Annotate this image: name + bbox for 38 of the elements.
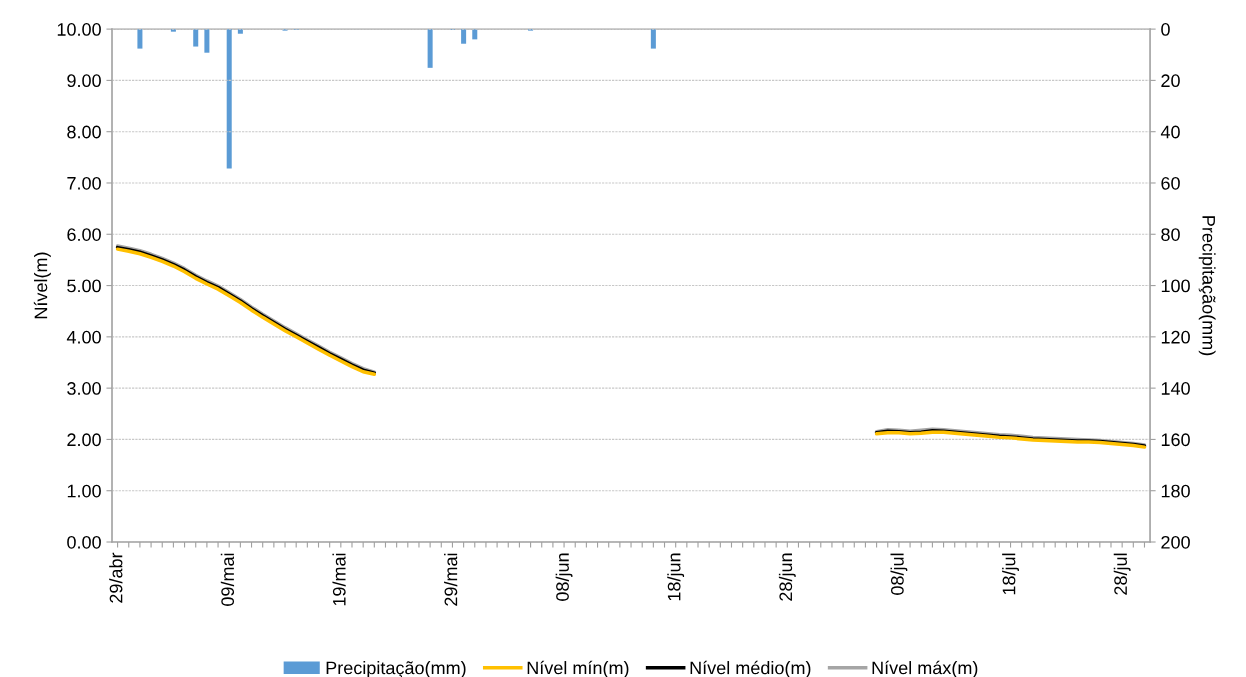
y2-tick-label: 80	[1161, 228, 1180, 241]
y-tick-label: 9.00	[67, 74, 101, 88]
x-tick-label: 29/abr	[109, 552, 123, 603]
legend-label: Nível médio(m)	[690, 660, 811, 677]
y-tick-label: 7.00	[67, 176, 101, 190]
x-tick-label: 28/jul	[1113, 553, 1131, 595]
x-tick-label: 18/jun	[667, 553, 685, 601]
y-tick-label: 4.00	[66, 330, 101, 344]
y-tick-label: 6.00	[67, 228, 101, 241]
x-tick-label: 18/jul	[1002, 553, 1019, 595]
y2-tick-label: 40	[1160, 125, 1180, 139]
y-tick-label: 1.00	[67, 484, 101, 498]
x-tick-label: 09/mai	[220, 553, 235, 606]
y2-tick-label: 100	[1161, 279, 1190, 293]
y2-axis-title: Precipitação(mm)	[1198, 216, 1216, 356]
x-tick-label: 28/jun	[778, 553, 796, 601]
y-tick-label: 0.00	[67, 535, 101, 549]
x-tick-label: 29/mai	[444, 553, 458, 606]
y-tick-label: 5.00	[67, 279, 101, 293]
y2-tick-label: 160	[1161, 433, 1190, 447]
y2-tick-label: 180	[1161, 484, 1190, 498]
y2-tick-label: 120	[1161, 330, 1190, 344]
y2-tick-label: 60	[1161, 176, 1180, 190]
y2-tick-label: 200	[1161, 535, 1190, 549]
y-tick-label: 3.00	[67, 382, 101, 395]
y2-tick-label: 140	[1161, 382, 1190, 395]
y2-tick-label: 20	[1161, 74, 1180, 88]
y-tick-label: 8.00	[67, 125, 101, 139]
y-axis-title: Nível(m)	[33, 252, 51, 319]
y-tick-label: 10.00	[57, 23, 101, 36]
legend-label: Nível mín(m)	[527, 660, 629, 677]
y-tick-label: 2.00	[67, 433, 101, 447]
x-tick-label: 19/mai	[332, 553, 346, 606]
legend-label: Nível máx(m)	[872, 660, 978, 677]
y2-tick-label: 0	[1161, 23, 1170, 36]
x-tick-label: 08/jun	[555, 553, 573, 601]
legend-label: Precipitação(mm)	[326, 661, 466, 677]
x-tick-label: 08/jul	[890, 553, 908, 595]
